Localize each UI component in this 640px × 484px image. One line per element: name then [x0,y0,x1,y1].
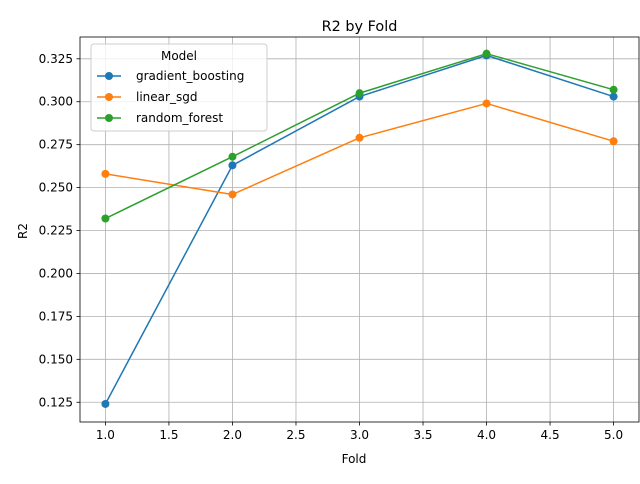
data-point [101,214,110,223]
legend-label: random_forest [136,111,223,125]
data-point [609,92,618,101]
data-point [355,89,364,98]
legend-title: Model [161,49,197,63]
data-point [482,49,491,58]
y-tick-label: 0.275 [39,138,73,152]
y-tick-label: 0.300 [39,95,73,109]
x-tick-label: 1.5 [159,428,178,442]
y-tick-label: 0.225 [39,224,73,238]
x-tick-label: 4.5 [541,428,560,442]
legend-marker [105,114,113,122]
legend-label: gradient_boosting [136,69,244,83]
data-point [355,133,364,142]
legend-marker [105,72,113,80]
legend: Model gradient_boosting linear_sgd random_… [90,43,268,132]
data-point [609,137,618,146]
x-tick-label: 3.0 [350,428,369,442]
data-point [228,161,237,170]
data-point [482,99,491,108]
legend-entry: linear_sgd [97,90,197,104]
axis-ticks: 1.0 1.5 2.0 2.5 3.0 3.5 4.0 4.5 5.0 0.125 0.150 0.1… [39,52,623,442]
x-tick-label: 2.0 [223,428,242,442]
y-axis-label: R2 [16,223,30,239]
y-tick-label: 0.250 [39,181,73,195]
data-point [609,85,618,94]
x-tick-label: 3.5 [413,428,432,442]
x-axis-label: Fold [342,452,367,466]
y-tick-label: 0.125 [39,395,73,409]
legend-entry: random_forest [97,111,223,125]
x-tick-label: 5.0 [604,428,623,442]
data-point [101,169,110,178]
x-tick-label: 1.0 [96,428,115,442]
series-random-forest [101,49,618,223]
y-tick-label: 0.325 [39,52,73,66]
x-tick-label: 2.5 [286,428,305,442]
series-linear-sgd [101,99,618,199]
data-point [101,399,110,408]
y-tick-label: 0.150 [39,352,73,366]
y-tick-label: 0.200 [39,266,73,280]
legend-entries: gradient_boosting linear_sgd random_forest [97,69,244,125]
data-point [228,190,237,199]
legend-marker [105,93,113,101]
legend-entry: gradient_boosting [97,69,244,83]
series-group [101,49,618,408]
y-tick-label: 0.175 [39,309,73,323]
legend-label: linear_sgd [136,90,197,104]
chart-title: R2 by Fold [322,19,398,35]
x-tick-label: 4.0 [477,428,496,442]
legend-box [90,43,268,132]
data-point [228,152,237,161]
